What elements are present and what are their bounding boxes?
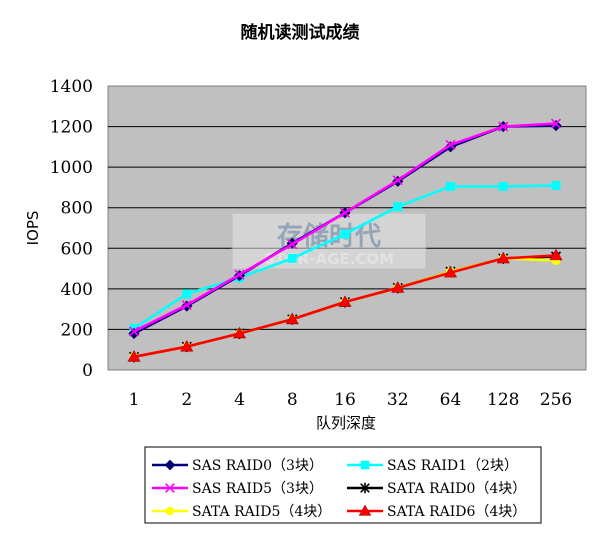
y-tick-label: 1200 [50,118,93,138]
chart-title: 随机读测试成绩 [241,22,360,43]
y-tick-labels: 0 200 400 600 800 1000 1200 1400 [50,77,93,381]
y-tick-label: 400 [61,280,93,300]
legend-marker [165,483,175,493]
y-tick-label: 1400 [50,77,93,97]
data-point [496,251,510,264]
data-point [391,281,405,293]
legend-entry: SATA RAID0（4块） [347,481,526,497]
data-point [446,181,455,191]
data-point [551,180,561,190]
x-tick-label: 1 [129,390,140,410]
data-point [182,289,192,299]
series-lines [127,118,563,363]
x-tick-label: 32 [387,390,409,410]
data-point [232,326,247,339]
data-point [339,207,351,218]
x-tick-label: 128 [487,390,519,410]
legend-marker [358,504,372,516]
x-tick-label: 64 [440,390,462,410]
data-point [234,269,245,280]
legend [144,446,542,524]
legend-marker [360,460,370,470]
data-point [445,139,456,150]
legend-entry: SATA RAID6（4块） [347,504,526,520]
legend-label: SAS RAID1（2块） [387,458,518,474]
x-tick-label: 256 [540,390,572,410]
legend-entry: SATA RAID5（4块） [152,504,331,520]
legend-label: SAS RAID0（3块） [192,458,323,474]
legend-entry: SAS RAID0（3块） [152,458,323,474]
data-point [498,181,508,191]
data-point [393,202,403,212]
legend-entry: SAS RAID1（2块） [347,458,518,474]
data-point [180,340,194,352]
legend-marker [165,506,175,516]
data-point [340,229,350,239]
series-3 [128,118,562,337]
x-tick-labels: 1 2 4 8 16 32 64 128 256 [129,390,573,410]
data-point [443,266,458,278]
data-point [498,121,509,132]
data-point [128,326,140,337]
x-tick-label: 8 [287,390,298,410]
watermark-sub: STOR-AGE.COM [264,250,394,268]
data-point [549,248,563,261]
y-tick-label: 0 [82,361,93,381]
y-tick-label: 1000 [50,158,93,178]
data-point [287,239,298,250]
y-tick-label: 800 [61,199,93,219]
legend-label: SATA RAID6（4块） [387,504,526,520]
legend-label: SATA RAID5（4块） [192,504,331,520]
legend-marker [360,482,370,494]
x-tick-label: 2 [181,390,192,410]
data-point [287,253,297,263]
x-tick-label: 16 [334,390,356,410]
y-axis-title: IOPS [24,211,42,246]
data-point [338,295,352,307]
data-point [285,312,299,325]
x-tick-label: 4 [234,390,245,410]
legend-marker [164,459,176,471]
legend-label: SAS RAID5（3块） [192,481,323,497]
y-tick-label: 200 [61,320,93,340]
legend-entry: SAS RAID5（3块） [152,481,323,497]
x-axis-title: 队列深度 [316,414,376,432]
data-point [392,175,403,186]
y-tick-label: 600 [61,239,93,259]
data-point [550,118,562,129]
data-point [127,350,141,362]
legend-label: SATA RAID0（4块） [387,481,526,497]
series-6 [127,248,563,362]
data-point [181,300,192,311]
legend-entries: SAS RAID0（3块） SAS RAID1（2块） SAS RAID5（3块） S… [152,458,526,520]
